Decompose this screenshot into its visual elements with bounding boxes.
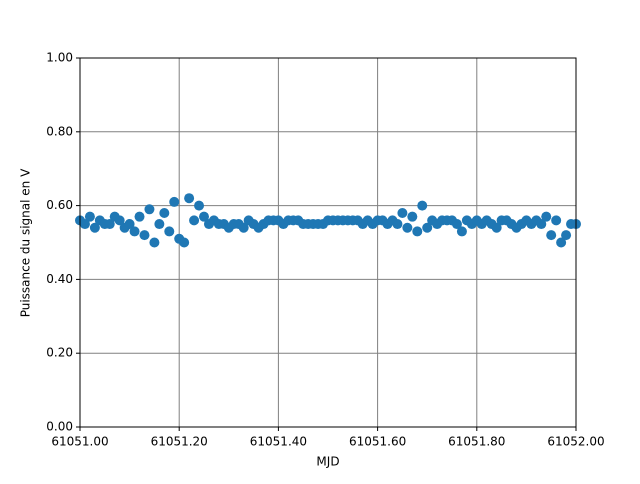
point (551, 215, 562, 226)
y-tick-label: 0.60 (46, 198, 73, 212)
point (392, 219, 403, 230)
x-tick-label: 61051.80 (448, 435, 505, 449)
point (129, 226, 140, 237)
point (451, 219, 462, 230)
point (154, 219, 165, 230)
point (412, 226, 423, 237)
x-tick-label: 61051.60 (349, 435, 406, 449)
point (199, 211, 209, 222)
x-tick-label: 61052.00 (547, 435, 604, 449)
point (491, 222, 502, 233)
point (139, 230, 150, 241)
y-tick-label: 0.00 (46, 420, 73, 434)
point (194, 200, 205, 211)
point (556, 237, 567, 248)
y-tick-label: 1.00 (46, 51, 73, 65)
point (407, 211, 418, 222)
point (546, 230, 557, 241)
point (79, 219, 90, 230)
x-tick-label: 61051.00 (51, 435, 108, 449)
point (189, 215, 200, 226)
point (422, 222, 433, 233)
point (541, 211, 552, 222)
point (134, 211, 145, 222)
point (179, 237, 190, 248)
point (84, 211, 95, 222)
y-axis-label: Puissance du signal en V (19, 168, 33, 317)
point (184, 193, 195, 204)
point (238, 222, 249, 233)
y-tick-label: 0.80 (46, 124, 73, 138)
point (536, 219, 547, 230)
point (89, 222, 100, 233)
point (164, 226, 175, 237)
x-tick-label: 61051.40 (250, 435, 307, 449)
y-tick-label: 0.40 (46, 272, 73, 286)
point (124, 219, 135, 230)
point (159, 207, 170, 218)
point (104, 219, 115, 230)
point (397, 207, 408, 218)
y-tick-label: 0.20 (46, 346, 73, 360)
point (402, 222, 413, 233)
x-tick-label: 61051.20 (151, 435, 208, 449)
point (144, 204, 155, 215)
point (149, 237, 160, 248)
plot-frame (79, 57, 577, 428)
point (561, 230, 572, 241)
point (169, 196, 180, 207)
point (456, 226, 467, 237)
x-axis-label: MJD (316, 455, 339, 469)
point (114, 215, 125, 226)
point (417, 200, 428, 211)
